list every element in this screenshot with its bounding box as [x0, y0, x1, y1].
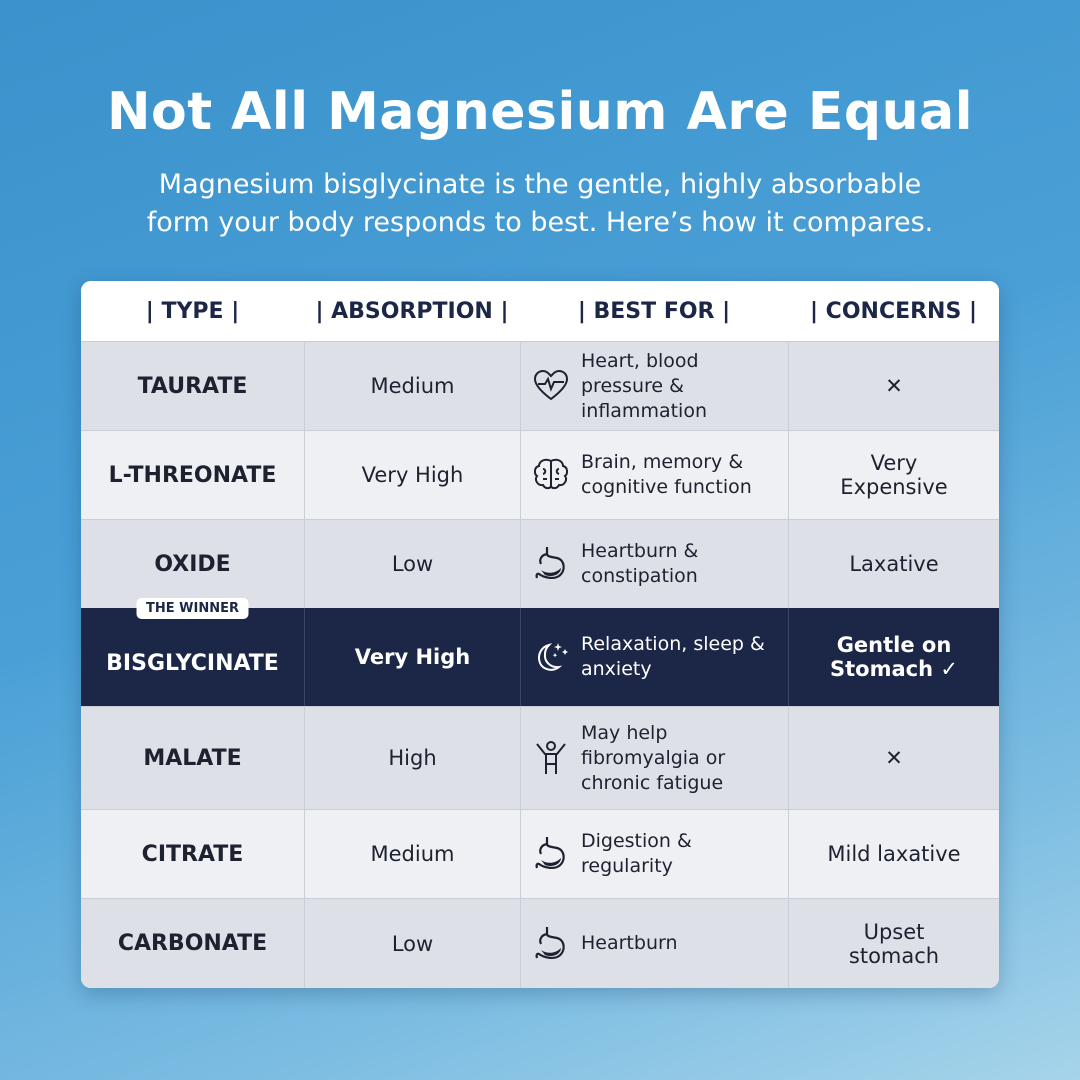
page-title: Not All Magnesium Are Equal	[106, 82, 974, 142]
best-for-cell: Relaxation, sleep & anxiety	[520, 608, 788, 706]
absorption-cell: Medium	[304, 810, 520, 898]
concerns-cell: ✕	[788, 342, 999, 430]
type-label: L-THREONATE	[108, 462, 277, 488]
subtitle-line: form your body responds to best. Here’s …	[146, 207, 934, 238]
best-for-text: May help fibromyalgia or chronic fatigue	[581, 721, 726, 794]
concerns-text: Mild laxative	[827, 842, 961, 866]
type-cell: TAURATE	[81, 342, 304, 430]
concerns-cell: Very Expensive	[788, 431, 999, 519]
header-best-for: | BEST FOR |	[577, 298, 731, 324]
type-label: CARBONATE	[117, 931, 268, 956]
absorption-cell: Very High	[304, 608, 520, 706]
best-for-cell: Heart, blood pressure & inflammation	[520, 342, 788, 430]
brain-icon	[533, 458, 569, 490]
absorption-cell: Low	[304, 899, 520, 988]
absorption-cell: Very High	[304, 431, 520, 519]
concerns-text: Very Expensive	[840, 451, 948, 499]
subtitle: Magnesium bisglycinate is the gentle, hi…	[0, 166, 1080, 242]
table-row: CITRATE Medium Digestion & regularity Mi…	[81, 809, 999, 898]
best-for-text: Brain, memory & cognitive function	[581, 451, 752, 498]
type-cell: CITRATE	[81, 810, 304, 898]
table-row: OXIDE Low Heartburn & constipation Laxat…	[81, 519, 999, 608]
concerns-cell: Mild laxative	[788, 810, 999, 898]
header-concerns: | CONCERNS |	[809, 298, 978, 324]
table-row: L-THREONATE Very High Brain, memory & co…	[81, 430, 999, 519]
person-arms-up-icon	[536, 741, 566, 774]
absorption-cell: High	[304, 707, 520, 809]
stomach-icon	[535, 926, 565, 959]
table-row: TAURATE Medium Heart, blood pressure & i…	[81, 341, 999, 430]
type-label: MALATE	[143, 745, 242, 771]
table-row: THE WINNER BISGLYCINATE Very High Relaxat…	[81, 598, 999, 706]
heart-pulse-icon	[533, 369, 569, 401]
winner-badge: THE WINNER	[136, 598, 249, 619]
concerns-text: Gentle on Stomach ✓	[830, 633, 958, 681]
absorption-cell: Medium	[304, 342, 520, 430]
concerns-text: ✕	[885, 374, 903, 398]
type-cell: L-THREONATE	[81, 431, 304, 519]
table-header: | TYPE | | ABSORPTION | | BEST FOR | | C…	[81, 281, 999, 341]
absorption-cell: Low	[304, 520, 520, 608]
type-cell: CARBONATE	[81, 899, 304, 988]
type-label: CITRATE	[141, 841, 244, 867]
stomach-icon	[535, 547, 565, 580]
header-type: | TYPE |	[145, 298, 240, 324]
best-for-text: Heartburn & constipation	[581, 540, 699, 587]
subtitle-line: Magnesium bisglycinate is the gentle, hi…	[158, 169, 922, 200]
best-for-cell: Heartburn	[520, 899, 788, 988]
best-for-text: Digestion & regularity	[581, 830, 692, 877]
stomach-icon	[535, 837, 565, 870]
concerns-cell: ✕	[788, 707, 999, 809]
concerns-cell: Upset stomach	[788, 899, 999, 988]
best-for-cell: Digestion & regularity	[520, 810, 788, 898]
concerns-text: Laxative	[849, 552, 939, 576]
type-cell: OXIDE	[81, 520, 304, 608]
type-label: OXIDE	[154, 551, 231, 577]
concerns-cell: Laxative	[788, 520, 999, 608]
type-cell: THE WINNER BISGLYCINATE	[81, 598, 304, 706]
best-for-cell: Heartburn & constipation	[520, 520, 788, 608]
concerns-text: Upset stomach	[848, 919, 940, 968]
concerns-cell: Gentle on Stomach ✓	[788, 608, 999, 706]
best-for-text: Heartburn	[581, 932, 678, 954]
type-label: BISGLYCINATE	[106, 650, 279, 676]
best-for-text: Heart, blood pressure & inflammation	[581, 349, 707, 422]
best-for-cell: Brain, memory & cognitive function	[520, 431, 788, 519]
best-for-cell: May help fibromyalgia or chronic fatigue	[520, 707, 788, 809]
header-absorption: | ABSORPTION |	[315, 298, 509, 324]
table-row: MALATE High May help fibromyalgia or chr…	[81, 706, 999, 809]
type-label: TAURATE	[137, 373, 248, 399]
comparison-table: | TYPE | | ABSORPTION | | BEST FOR | | C…	[81, 281, 999, 988]
moon-stars-icon	[538, 643, 568, 671]
concerns-text: ✕	[885, 746, 903, 770]
best-for-text: Relaxation, sleep & anxiety	[581, 633, 765, 680]
table-row: CARBONATE Low Heartburn Upset stomach	[81, 898, 999, 988]
type-cell: MALATE	[81, 707, 304, 809]
